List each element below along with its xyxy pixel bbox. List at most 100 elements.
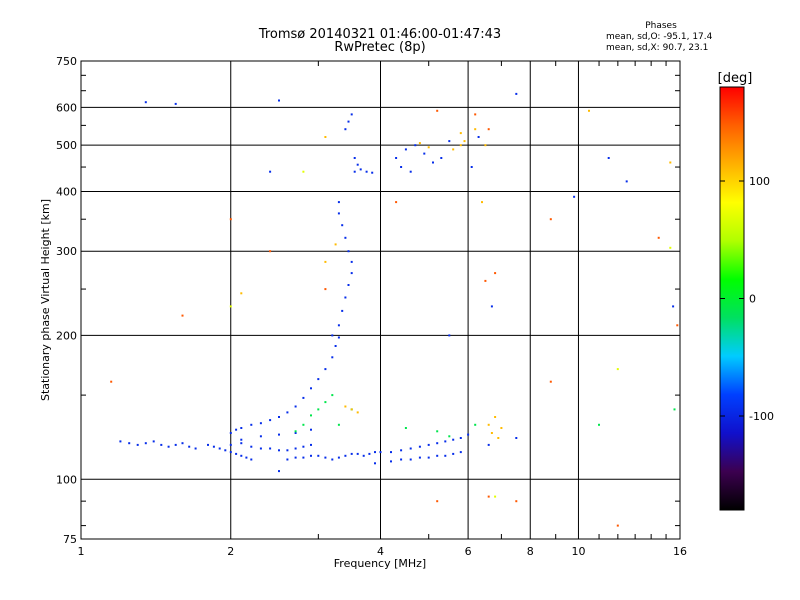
data-point: [379, 451, 382, 454]
data-point: [334, 345, 337, 347]
data-point: [515, 92, 518, 95]
x-axis-label: Frequency [MHz]: [334, 557, 426, 570]
data-point: [324, 368, 327, 371]
data-point: [181, 442, 184, 445]
data-point: [317, 454, 320, 457]
data-point: [278, 416, 280, 418]
data-point: [669, 161, 672, 164]
data-point: [259, 435, 262, 438]
data-point: [427, 146, 430, 149]
data-point: [350, 260, 353, 263]
data-point: [448, 334, 451, 337]
data-point: [515, 500, 518, 503]
data-point: [167, 445, 170, 448]
data-point: [331, 356, 334, 359]
data-point: [400, 458, 403, 461]
data-point: [229, 218, 232, 221]
data-point: [400, 166, 403, 168]
data-point: [459, 132, 462, 135]
data-point: [324, 456, 327, 459]
x-tick-label: 8: [527, 545, 534, 558]
data-point: [337, 324, 340, 327]
data-point: [350, 452, 353, 455]
data-points: [110, 92, 679, 527]
data-point: [374, 462, 376, 465]
data-point: [452, 452, 455, 455]
colorbar-tick-label: 0: [749, 293, 756, 306]
y-tick-label: 400: [56, 185, 77, 198]
y-tick-label: 200: [56, 329, 77, 342]
data-point: [436, 442, 439, 445]
data-point: [481, 201, 483, 204]
data-point: [418, 456, 421, 459]
x-tick-label: 1: [78, 545, 85, 558]
y-tick-label: 600: [56, 101, 77, 114]
data-point: [487, 495, 490, 498]
x-tick-label: 10: [571, 545, 585, 558]
phase-stats-x: mean, sd,X: 90.7, 23.1: [606, 43, 709, 53]
data-point: [347, 250, 350, 253]
data-point: [356, 452, 359, 455]
data-point: [371, 171, 374, 174]
data-point: [347, 284, 350, 286]
data-point: [573, 195, 576, 198]
chart-subtitle: RwPretec (8p): [334, 40, 426, 55]
data-point: [515, 437, 518, 439]
data-point: [452, 148, 455, 151]
data-point: [436, 430, 439, 433]
data-point: [444, 440, 447, 443]
data-point: [136, 443, 139, 446]
data-point: [269, 419, 272, 422]
data-point: [409, 447, 412, 450]
x-tick-labels: 1 2 4 6 8 10 16: [78, 545, 688, 558]
data-point: [294, 432, 297, 434]
data-point: [337, 336, 340, 339]
x-tick-label: 16: [673, 545, 687, 558]
data-point: [344, 454, 347, 457]
data-point: [240, 442, 243, 445]
data-point: [310, 387, 312, 390]
data-point: [302, 396, 305, 399]
phase-stats: Phases mean, sd,O: -95.1, 17.4 mean, sd,…: [606, 21, 716, 54]
data-point: [487, 423, 490, 426]
data-point: [344, 128, 347, 131]
data-point: [673, 408, 676, 411]
data-point: [440, 157, 443, 159]
data-point: [194, 447, 197, 450]
data-point: [549, 218, 552, 221]
data-point: [432, 161, 434, 164]
data-point: [350, 272, 353, 275]
data-point: [317, 378, 320, 381]
data-point: [310, 454, 312, 457]
data-point: [395, 201, 398, 204]
data-point: [229, 443, 232, 446]
data-point: [598, 423, 600, 426]
data-point: [188, 445, 191, 448]
data-point: [669, 246, 672, 249]
data-point: [404, 148, 407, 151]
data-point: [359, 168, 362, 171]
data-point: [324, 288, 327, 291]
data-point: [337, 212, 340, 215]
data-point: [390, 451, 392, 454]
data-point: [477, 136, 480, 138]
data-point: [334, 243, 337, 246]
data-point: [423, 152, 426, 155]
data-point: [302, 456, 305, 459]
data-point: [436, 454, 439, 457]
data-point: [286, 411, 289, 414]
data-point: [302, 445, 305, 448]
data-point: [409, 458, 412, 461]
data-point: [144, 442, 147, 445]
data-point: [240, 454, 243, 457]
colorbar-ticks: 100 0 -100: [720, 175, 774, 423]
colorbar-tick-label: -100: [749, 410, 774, 423]
data-point: [278, 470, 280, 473]
data-point: [356, 411, 359, 414]
data-point: [331, 394, 334, 397]
data-point: [160, 443, 163, 446]
data-point: [278, 433, 280, 436]
data-point: [350, 113, 353, 116]
data-point: [616, 368, 619, 371]
